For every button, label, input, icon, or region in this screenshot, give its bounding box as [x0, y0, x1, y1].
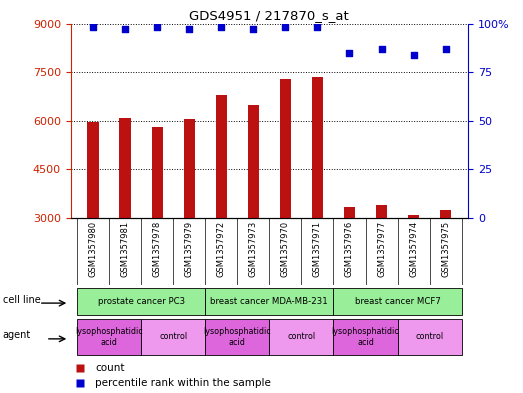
Bar: [141, 320, 205, 354]
Point: [185, 26, 194, 33]
Text: lysophosphatidic
acid: lysophosphatidic acid: [75, 327, 143, 347]
Text: lysophosphatidic
acid: lysophosphatidic acid: [332, 327, 400, 347]
Text: cell line: cell line: [3, 295, 41, 305]
Bar: [205, 320, 269, 354]
Bar: [77, 288, 205, 315]
Text: breast cancer MCF7: breast cancer MCF7: [355, 297, 440, 305]
Bar: [440, 210, 451, 218]
Text: prostate cancer PC3: prostate cancer PC3: [98, 297, 185, 305]
Bar: [334, 320, 397, 354]
Point: [313, 24, 322, 31]
Point: [441, 46, 450, 52]
Bar: [269, 320, 334, 354]
Bar: [119, 118, 131, 218]
Bar: [205, 288, 334, 315]
Point: [89, 24, 97, 31]
Bar: [312, 77, 323, 218]
Text: agent: agent: [3, 330, 31, 340]
Point: [121, 26, 129, 33]
Bar: [344, 207, 355, 218]
Bar: [152, 127, 163, 218]
Bar: [87, 123, 99, 218]
Bar: [248, 105, 259, 218]
Point: [153, 24, 161, 31]
Bar: [77, 320, 141, 354]
Bar: [408, 215, 419, 218]
Point: [249, 26, 257, 33]
Bar: [280, 79, 291, 218]
Point: [345, 50, 354, 56]
Text: control: control: [287, 332, 315, 342]
Point: [410, 51, 418, 58]
Bar: [215, 95, 227, 218]
Text: count: count: [96, 363, 125, 373]
Text: control: control: [416, 332, 444, 342]
Text: control: control: [159, 332, 187, 342]
Bar: [376, 205, 387, 218]
Bar: [397, 320, 462, 354]
Title: GDS4951 / 217870_s_at: GDS4951 / 217870_s_at: [189, 9, 349, 22]
Bar: [334, 288, 462, 315]
Text: breast cancer MDA-MB-231: breast cancer MDA-MB-231: [210, 297, 328, 305]
Text: percentile rank within the sample: percentile rank within the sample: [96, 378, 271, 387]
Point: [281, 24, 290, 31]
Point: [217, 24, 225, 31]
Point: [378, 46, 386, 52]
Text: lysophosphatidic
acid: lysophosphatidic acid: [203, 327, 271, 347]
Bar: [184, 119, 195, 218]
